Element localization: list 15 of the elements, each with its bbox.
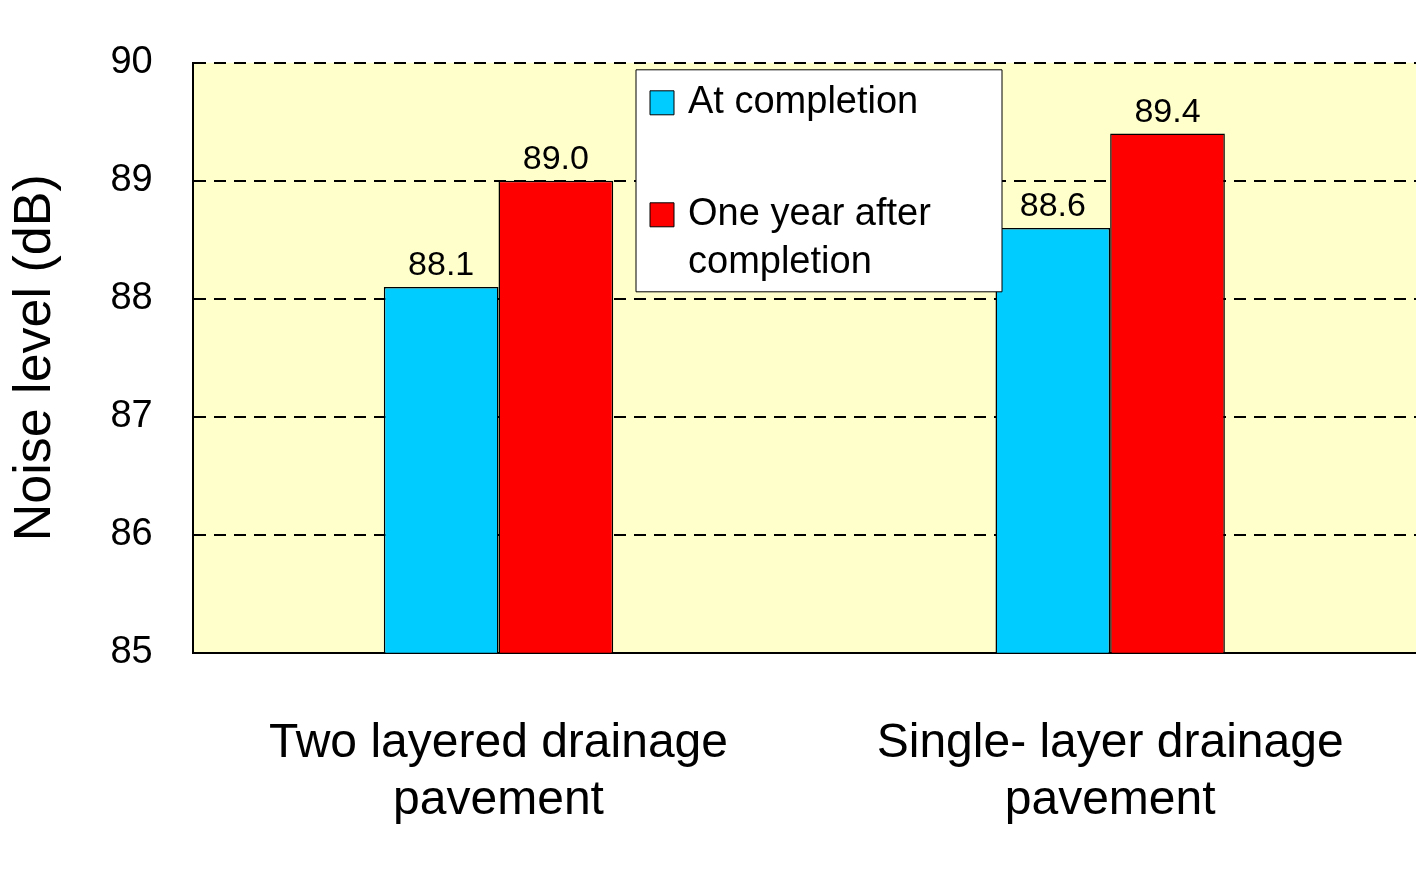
data-label: 88.6 xyxy=(1019,185,1086,224)
data-label: 89.0 xyxy=(522,138,589,177)
y-tick-label: 90 xyxy=(110,39,153,82)
legend-label: One year after completion xyxy=(688,191,932,282)
legend-label: At completion xyxy=(688,79,919,122)
x-tick-label: Two layered drainage pavement xyxy=(269,713,728,825)
y-tick-label: 85 xyxy=(110,629,153,672)
y-tick-label: 89 xyxy=(110,157,153,200)
y-axis-title: Noise level (dB) xyxy=(2,174,61,542)
y-tick-label: 88 xyxy=(110,275,153,318)
y-tick-label: 86 xyxy=(110,511,153,554)
x-tick-label: Single- layer drainage pavement xyxy=(876,713,1344,825)
data-label: 88.1 xyxy=(408,244,475,283)
data-label: 89.4 xyxy=(1134,90,1201,129)
y-tick-label: 87 xyxy=(110,393,153,436)
